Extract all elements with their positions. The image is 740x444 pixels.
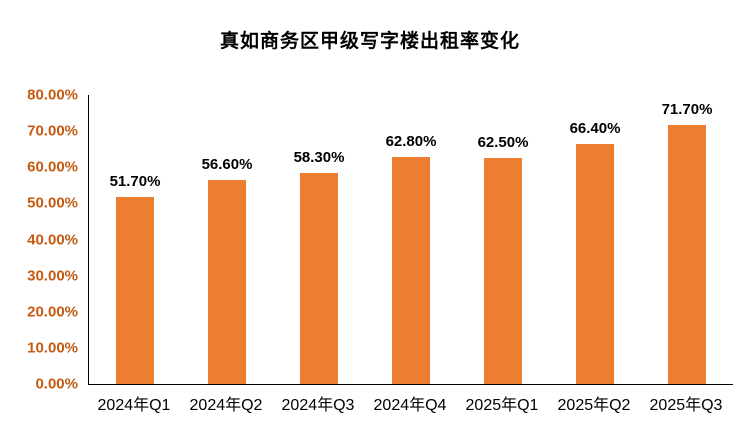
bar [392, 157, 430, 384]
y-tick-label: 0.00% [35, 375, 78, 393]
y-tick-label: 40.00% [27, 231, 78, 248]
bar-value-label: 66.40% [569, 120, 621, 138]
bar-value-label: 56.60% [201, 155, 253, 173]
bar [484, 158, 522, 384]
bar-slot: 66.40% [549, 95, 641, 384]
bar-slot: 58.30% [273, 95, 365, 384]
y-tick-label: 30.00% [27, 267, 78, 285]
bar-slot: 62.80% [365, 95, 457, 384]
bar-value-label: 62.50% [477, 134, 529, 152]
bar-slot: 71.70% [641, 95, 733, 384]
chart-title: 真如商务区甲级写字楼出租率变化 [219, 31, 520, 52]
x-axis-label: 2025年Q2 [557, 397, 631, 414]
x-axis-label: 2024年Q3 [281, 397, 355, 414]
bar [208, 179, 246, 384]
y-tick-label: 80.00% [27, 86, 78, 104]
x-axis-label: 2024年Q2 [189, 397, 263, 414]
bar [116, 197, 154, 384]
bar-slot: 56.60% [181, 95, 273, 384]
bar [576, 144, 614, 384]
bar-slot: 62.50% [457, 95, 549, 384]
x-axis-label: 2025年Q1 [465, 397, 539, 414]
x-axis-label: 2025年Q3 [649, 397, 723, 414]
y-axis-tick-labels: 0.00% 10.00% 20.00% 30.00% 40.00% 50.00% 60.00… [0, 87, 78, 393]
bar-value-label: 71.70% [661, 100, 713, 118]
x-axis-label: 2024年Q4 [373, 397, 447, 414]
y-tick-label: 50.00% [27, 194, 78, 212]
bar-slot: 51.70% [89, 95, 181, 384]
y-tick-label: 60.00% [27, 158, 78, 176]
plot-area: 51.70% 56.60% 58.30% 62.80% 62.50% 66.40% 71.7… [88, 95, 733, 385]
x-axis-labels: 2024年Q1 2024年Q2 2024年Q3 2024年Q4 2025年Q1 2025年… [88, 391, 732, 415]
bar-value-label: 51.70% [109, 173, 161, 191]
bar-series: 51.70% 56.60% 58.30% 62.80% 62.50% 66.40% 71.7… [89, 95, 733, 384]
bar [300, 173, 338, 384]
y-tick-label: 70.00% [27, 122, 78, 140]
x-axis-label: 2024年Q1 [97, 397, 171, 414]
y-tick-label: 10.00% [27, 339, 78, 357]
bar-value-label: 58.30% [293, 149, 345, 167]
bar-value-label: 62.80% [385, 133, 437, 151]
bar [668, 124, 706, 384]
y-tick-label: 20.00% [27, 303, 78, 321]
